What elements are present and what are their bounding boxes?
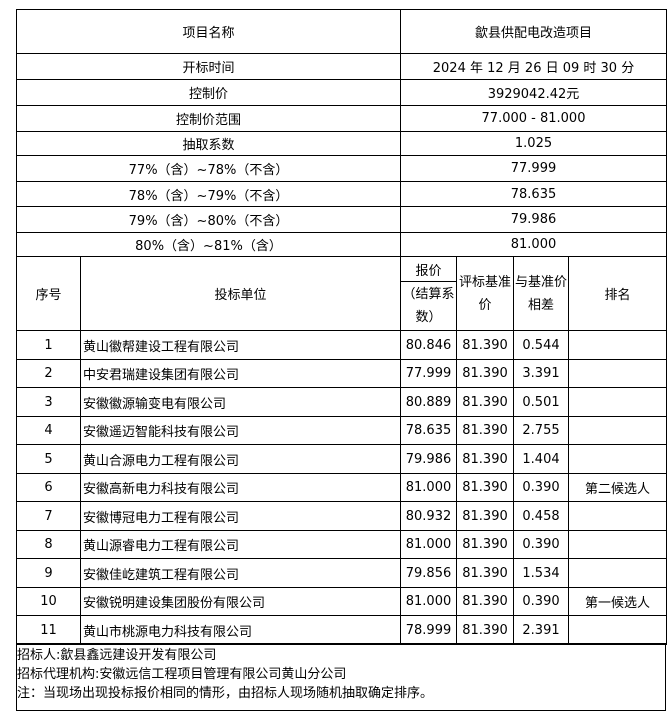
row-no: 2 [16,359,81,388]
table-footer: 招标人:歙县鑫远建设开发有限公司 招标代理机构:安徽远信工程项目管理有限公司黄山… [16,643,666,711]
row-no: 3 [16,387,81,417]
row-price: 81.000 [400,587,457,616]
row-price: 78.635 [400,416,457,445]
row-bidder: 黄山源睿电力工程有限公司 [80,530,401,559]
row-bidder: 中安君瑞建设集团有限公司 [80,359,401,388]
info-value: 78.635 [400,181,667,207]
row-rank: 第一候选人 [568,587,667,616]
header-base: 评标基准价 [456,256,514,331]
header-diff: 与基准价相差 [513,256,569,331]
row-no: 9 [16,558,81,588]
tenderer: 招标人:歙县鑫远建设开发有限公司 [17,648,217,663]
row-price: 80.846 [400,330,457,360]
row-bidder: 安徽博冠电力工程有限公司 [80,501,401,531]
row-price: 80.889 [400,387,457,417]
row-base: 81.390 [456,558,514,588]
row-base: 81.390 [456,587,514,616]
row-rank [568,330,667,360]
row-diff: 2.755 [513,416,569,445]
info-value: 77.000 - 81.000 [400,105,667,132]
row-rank [568,501,667,531]
row-price: 81.000 [400,530,457,559]
row-rank [568,387,667,417]
row-bidder: 安徽佳屹建筑工程有限公司 [80,558,401,588]
row-rank [568,416,667,445]
info-label: 项目名称 [16,9,401,54]
row-bidder: 黄山徽帮建设工程有限公司 [80,330,401,360]
row-rank [568,359,667,388]
row-bidder: 黄山合源电力工程有限公司 [80,444,401,474]
agency: 招标代理机构:安徽远信工程项目管理有限公司黄山分公司 [17,667,347,682]
info-label: 抽取系数 [16,131,401,156]
row-no: 7 [16,501,81,531]
row-base: 81.390 [456,530,514,559]
row-price: 80.932 [400,501,457,531]
row-bidder: 安徽遥迈智能科技有限公司 [80,416,401,445]
row-rank [568,558,667,588]
info-label: 78%（含）~79%（不含） [16,181,401,207]
row-diff: 0.390 [513,473,569,502]
row-price: 77.999 [400,359,457,388]
info-value: 1.025 [400,131,667,156]
row-bidder: 安徽锐明建设集团股份有限公司 [80,587,401,616]
row-no: 6 [16,473,81,502]
info-label: 80%（含）~81%（含） [16,232,401,257]
info-label: 开标时间 [16,53,401,80]
info-value: 2024 年 12 月 26 日 09 时 30 分 [400,53,667,80]
row-no: 11 [16,615,81,645]
row-bidder: 黄山市桃源电力科技有限公司 [80,615,401,645]
row-rank [568,615,667,645]
info-label: 控制价范围 [16,105,401,132]
row-diff: 3.391 [513,359,569,388]
row-base: 81.390 [456,359,514,388]
row-price: 81.000 [400,473,457,502]
info-value: 79.986 [400,206,667,233]
row-base: 81.390 [456,330,514,360]
row-bidder: 安徽徽源输变电有限公司 [80,387,401,417]
row-price: 78.999 [400,615,457,645]
info-value: 77.999 [400,155,667,182]
row-base: 81.390 [456,416,514,445]
row-diff: 0.390 [513,587,569,616]
header-bidder: 投标单位 [80,256,401,331]
row-no: 1 [16,330,81,360]
row-diff: 0.390 [513,530,569,559]
row-diff: 1.534 [513,558,569,588]
info-value: 歙县供配电改造项目 [400,9,667,54]
row-rank [568,444,667,474]
info-value: 3929042.42元 [400,79,667,106]
row-no: 8 [16,530,81,559]
row-no: 10 [16,587,81,616]
row-bidder: 安徽高新电力科技有限公司 [80,473,401,502]
row-base: 81.390 [456,387,514,417]
row-diff: 0.458 [513,501,569,531]
header-price: 报价 [400,256,457,282]
row-price: 79.856 [400,558,457,588]
row-diff: 0.501 [513,387,569,417]
header-price-sub: （结算系数） [400,281,457,331]
row-rank: 第二候选人 [568,473,667,502]
row-rank [568,530,667,559]
row-diff: 1.404 [513,444,569,474]
info-value: 81.000 [400,232,667,257]
row-base: 81.390 [456,615,514,645]
row-diff: 0.544 [513,330,569,360]
info-label: 77%（含）~78%（不含） [16,155,401,182]
header-no: 序号 [16,256,81,331]
row-no: 4 [16,416,81,445]
row-diff: 2.391 [513,615,569,645]
row-base: 81.390 [456,473,514,502]
row-price: 79.986 [400,444,457,474]
note: 注：当现场出现投标报价相同的情形，由招标人现场随机抽取确定排序。 [17,686,434,701]
row-no: 5 [16,444,81,474]
row-base: 81.390 [456,501,514,531]
header-rank: 排名 [568,256,667,331]
info-label: 控制价 [16,79,401,106]
row-base: 81.390 [456,444,514,474]
info-label: 79%（含）~80%（不含） [16,206,401,233]
